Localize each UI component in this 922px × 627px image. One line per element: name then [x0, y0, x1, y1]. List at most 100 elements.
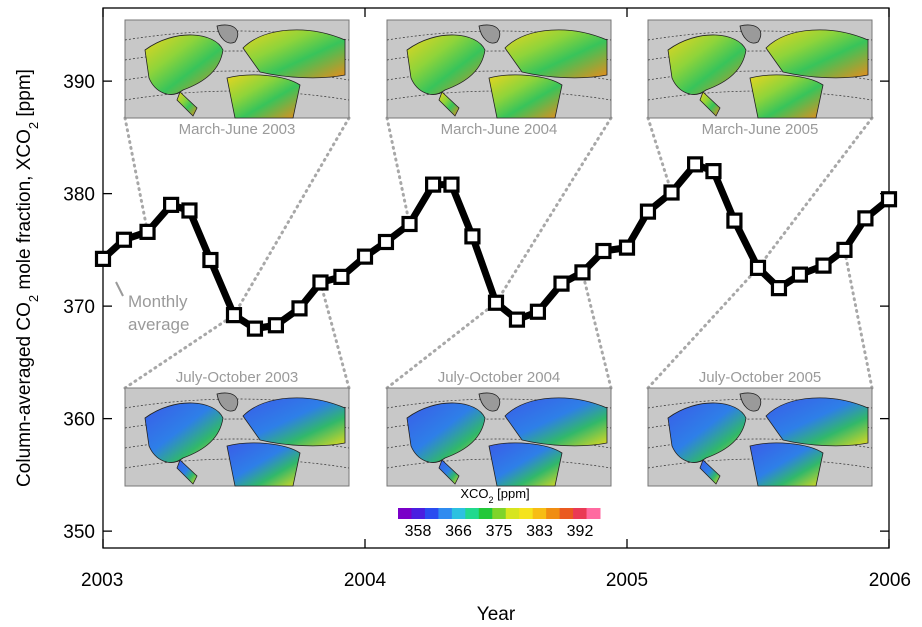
data-point	[770, 280, 788, 297]
map-africa	[488, 442, 563, 487]
colorbar-swatch	[532, 508, 547, 519]
data-point	[618, 239, 636, 256]
y-tick-label: 370	[63, 297, 95, 318]
x-tick-label: 2005	[606, 570, 648, 591]
data-point	[377, 233, 395, 251]
data-point	[291, 300, 308, 317]
inset-label: March-June 2005	[702, 121, 819, 138]
data-point	[815, 257, 832, 274]
data-point	[574, 264, 591, 281]
colorbar: XCO2 [ppm] 358 366 375 383 392	[398, 486, 601, 540]
y-tick-label: 360	[63, 410, 95, 431]
map-north-america	[667, 34, 747, 95]
data-point	[246, 320, 264, 337]
map-north-america	[406, 402, 486, 463]
data-point	[705, 163, 722, 180]
map-inset: March-June 2003	[124, 19, 350, 138]
colorbar-tick-label: 392	[567, 523, 594, 540]
map-eurasia	[242, 397, 346, 447]
data-point	[425, 176, 442, 193]
data-point	[687, 156, 704, 173]
plot-frame	[102, 7, 890, 549]
y-tick-label: 380	[63, 185, 95, 206]
map-north-america	[144, 34, 224, 95]
colorbar-swatch	[478, 508, 493, 519]
data-point	[312, 274, 329, 291]
data-point	[595, 242, 612, 260]
connector-line	[494, 116, 613, 305]
map-central-america	[176, 459, 198, 485]
map-inset: July-October 2005	[647, 369, 873, 487]
x-axis: 2003 2004 2005 2006 Year	[81, 8, 911, 625]
map-africa	[749, 442, 824, 487]
data-point	[356, 248, 374, 265]
map-greenland	[478, 24, 501, 44]
connector-line	[385, 116, 412, 226]
data-point	[857, 210, 874, 227]
map-greenland	[739, 24, 762, 44]
colorbar-swatch	[424, 508, 439, 519]
inset-label: July-October 2003	[176, 369, 299, 386]
inset-label: July-October 2005	[699, 369, 822, 386]
data-point	[749, 259, 767, 276]
inset-label: March-June 2004	[441, 121, 558, 138]
colorbar-swatch	[465, 508, 480, 519]
map-central-america	[438, 91, 460, 117]
map-north-america	[144, 402, 224, 463]
map-inset: March-June 2004	[386, 19, 612, 138]
colorbar-swatch	[398, 508, 412, 519]
map-greenland	[216, 24, 239, 44]
data-point	[225, 307, 243, 324]
map-eurasia	[242, 29, 346, 79]
monthly-average-annotation: Monthly average	[115, 281, 189, 334]
inset-label: July-October 2004	[438, 369, 561, 386]
map-inset: July-October 2003	[124, 369, 350, 487]
map-north-america	[667, 402, 747, 463]
map-insets: March-June 2003 March-June 2004 March-June…	[124, 19, 873, 487]
map-central-america	[176, 91, 198, 117]
map-africa	[749, 74, 824, 119]
colorbar-title: XCO2 [ppm]	[460, 486, 529, 505]
data-point	[115, 231, 133, 248]
map-greenland	[216, 392, 239, 412]
connector-line	[646, 116, 674, 194]
colorbar-tick-label: 375	[486, 523, 513, 540]
connector-line	[756, 116, 874, 270]
y-tick-label: 390	[63, 72, 95, 93]
map-inset: July-October 2004	[386, 369, 612, 487]
y-axis-label: Column-averaged CO2 mole fraction, XCO2 …	[14, 69, 41, 487]
x-tick-label: 2003	[81, 570, 123, 591]
map-eurasia	[504, 397, 608, 447]
colorbar-swatch	[519, 508, 534, 519]
connector-line	[580, 270, 613, 390]
data-point	[639, 203, 657, 220]
connector-line	[232, 116, 351, 317]
inset-label: March-June 2003	[179, 121, 296, 138]
colorbar-tick-label: 383	[526, 523, 553, 540]
x-tick-label: 2006	[869, 570, 911, 591]
colorbar-swatch	[559, 508, 574, 519]
data-point	[202, 251, 219, 269]
y-axis: Column-averaged CO2 mole fraction, XCO2 …	[14, 69, 889, 543]
map-africa	[226, 74, 301, 119]
annotation-leader	[115, 281, 124, 297]
connector-line	[385, 301, 498, 390]
map-greenland	[739, 392, 762, 412]
colorbar-swatch	[505, 508, 520, 519]
colorbar-swatch	[573, 508, 588, 519]
map-central-america	[699, 459, 721, 485]
data-point	[508, 311, 526, 328]
connector-line	[123, 116, 150, 234]
monthly-average-series	[94, 156, 898, 337]
data-point	[163, 196, 180, 213]
colorbar-swatch	[492, 508, 507, 519]
map-central-america	[699, 91, 721, 117]
data-point	[333, 268, 350, 285]
colorbar-tick-label: 358	[405, 523, 432, 540]
data-point	[139, 223, 156, 240]
data-point	[487, 294, 505, 311]
map-greenland	[478, 392, 501, 412]
map-inset: March-June 2005	[647, 19, 873, 138]
map-central-america	[438, 459, 460, 485]
